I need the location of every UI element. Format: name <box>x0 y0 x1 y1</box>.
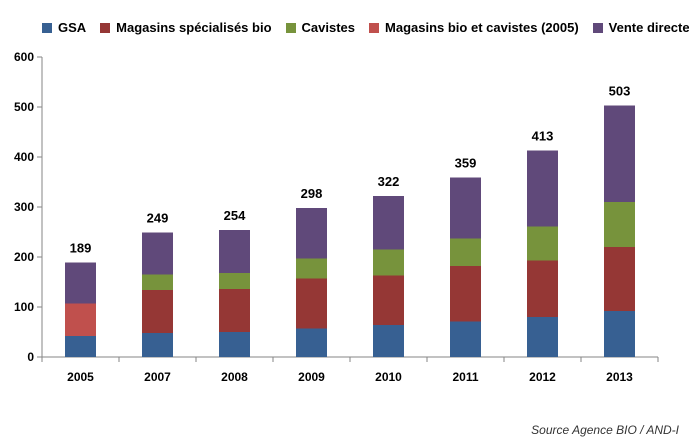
legend-swatch <box>369 22 380 33</box>
bar-segment <box>65 262 96 304</box>
source-note: Source Agence BIO / AND-I <box>531 423 679 437</box>
bar-segment <box>604 311 635 357</box>
bar-segment <box>219 289 250 332</box>
bar-segment <box>604 105 635 202</box>
bar-segment <box>527 317 558 357</box>
legend-item: Cavistes <box>285 20 356 35</box>
y-tick-label: 300 <box>14 200 34 214</box>
legend-label: Vente directe <box>608 20 689 35</box>
legend-swatch <box>42 22 52 33</box>
legend-item: Magasins bio et cavistes (2005) <box>369 20 579 35</box>
total-label: 413 <box>532 129 554 144</box>
bar-segment <box>527 260 558 317</box>
legend-label: Magasins bio et cavistes (2005) <box>385 20 579 35</box>
bar-segment <box>296 328 327 357</box>
x-tick-label: 2009 <box>298 370 325 384</box>
bar-segment <box>296 208 327 259</box>
x-tick-label: 2010 <box>375 370 402 384</box>
x-tick-label: 2012 <box>529 370 556 384</box>
bar-segment <box>219 332 250 357</box>
legend-swatch <box>100 22 111 33</box>
total-label: 359 <box>455 156 477 171</box>
total-label: 189 <box>70 241 92 256</box>
bar-segment <box>373 196 404 250</box>
bar-segment <box>604 247 635 311</box>
bar-segment <box>450 321 481 357</box>
bar-segment <box>142 333 173 357</box>
y-tick-label: 200 <box>14 250 34 264</box>
y-tick-label: 100 <box>14 300 34 314</box>
bar-segment <box>373 275 404 325</box>
bar-segment <box>142 274 173 290</box>
chart-legend: GSA Magasins spécialisés bio Cavistes Ma… <box>42 20 689 35</box>
legend-label: Cavistes <box>301 20 356 35</box>
legend-swatch <box>592 22 603 33</box>
bar-segment <box>373 325 404 357</box>
x-tick-label: 2005 <box>67 370 94 384</box>
bar-segment <box>219 273 250 289</box>
bar-segment <box>450 177 481 239</box>
legend-item: GSA <box>42 20 86 35</box>
x-tick-label: 2013 <box>606 370 633 384</box>
bar-segment <box>373 249 404 276</box>
legend-label: GSA <box>58 20 87 35</box>
bar-segment <box>527 150 558 227</box>
bar-segment <box>527 226 558 261</box>
legend-item: Magasins spécialisés bio <box>100 20 272 35</box>
total-label: 322 <box>378 174 400 189</box>
bar-segment <box>65 303 96 336</box>
legend-swatch <box>285 22 296 33</box>
bar-segment <box>450 238 481 266</box>
bar-segment <box>65 336 96 357</box>
y-tick-label: 400 <box>14 150 34 164</box>
total-label: 249 <box>147 211 169 226</box>
y-tick-label: 500 <box>14 100 34 114</box>
total-label: 254 <box>224 208 246 223</box>
legend-item: Vente directe <box>592 20 689 35</box>
bar-segment <box>296 258 327 279</box>
bar-segment <box>219 230 250 273</box>
x-tick-label: 2011 <box>452 370 478 384</box>
bar-segment <box>296 278 327 329</box>
bar-segment <box>604 202 635 247</box>
bar-segment <box>450 266 481 322</box>
y-tick-label: 0 <box>27 350 34 364</box>
total-label: 503 <box>609 84 631 99</box>
total-label: 298 <box>301 186 323 201</box>
legend-label: Magasins spécialisés bio <box>116 20 272 35</box>
bar-segment <box>142 232 173 275</box>
x-tick-label: 2008 <box>221 370 248 384</box>
y-tick-label: 600 <box>14 50 34 64</box>
x-tick-label: 2007 <box>144 370 171 384</box>
bar-segment <box>142 290 173 333</box>
